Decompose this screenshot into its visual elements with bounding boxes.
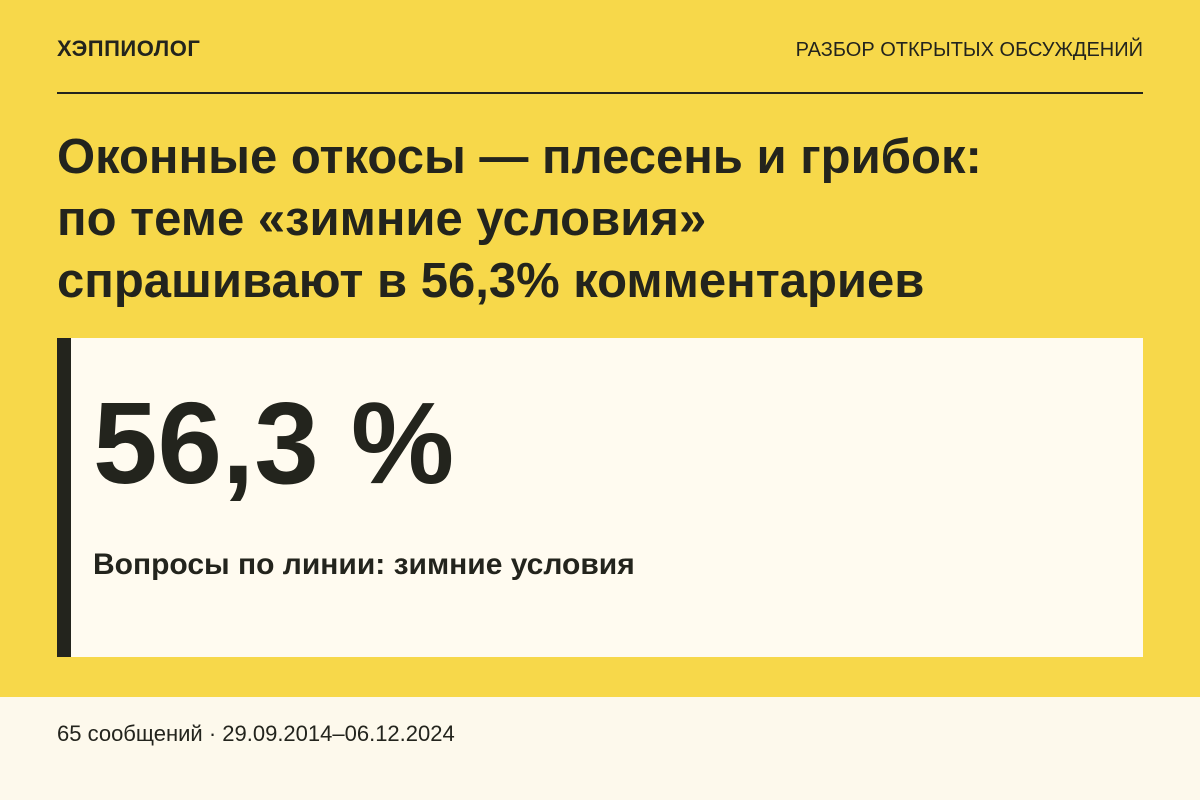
title: Оконные откосы — плесень и грибок: по те…: [57, 126, 982, 312]
stat-value: 56,3 %: [93, 378, 455, 508]
section-label: РАЗБОР ОТКРЫТЫХ ОБСУЖДЕНИЙ: [795, 39, 1143, 61]
divider: [57, 92, 1143, 94]
stat-card: 56,3 % Вопросы по линии: зимние условия: [57, 338, 1143, 657]
brand: ХЭППИОЛОГ: [57, 36, 201, 61]
title-line: спрашивают в 56,3% комментариев: [57, 254, 925, 308]
title-line: Оконные откосы — плесень и грибок:: [57, 130, 982, 184]
footer-text: 65 сообщений · 29.09.2014–06.12.2024: [57, 721, 455, 746]
title-line: по теме «зимние условия»: [57, 192, 707, 246]
stat-label: Вопросы по линии: зимние условия: [93, 548, 635, 581]
footer: 65 сообщений · 29.09.2014–06.12.2024: [0, 697, 1200, 800]
